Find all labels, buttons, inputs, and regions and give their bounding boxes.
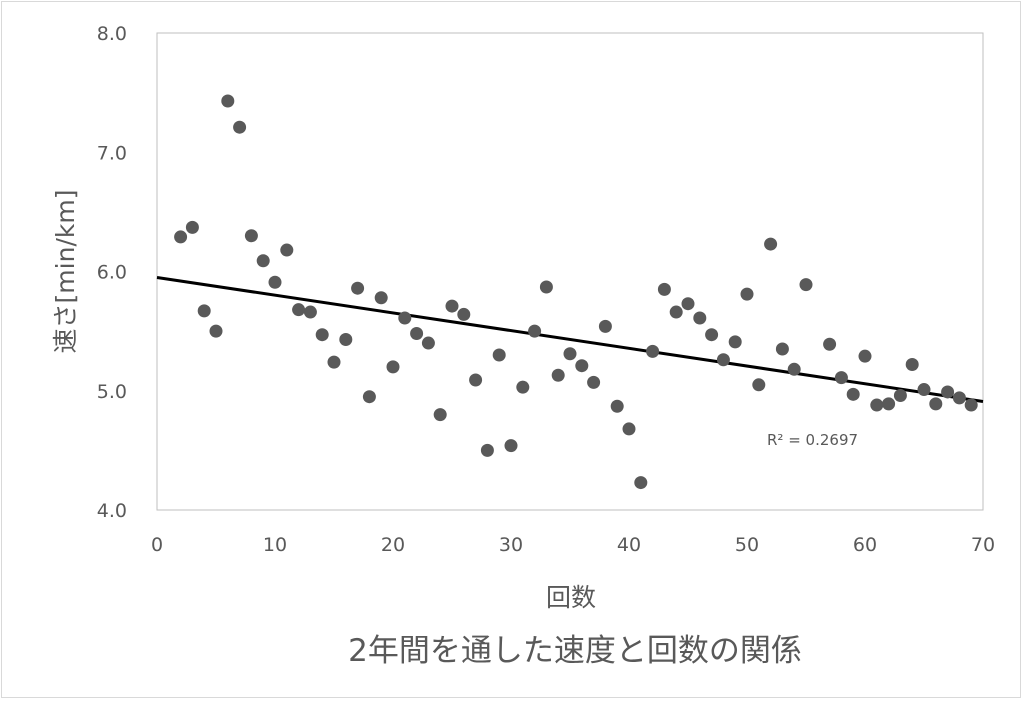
data-point: [834, 371, 848, 385]
data-point: [445, 299, 459, 313]
data-point: [563, 347, 577, 361]
data-point: [858, 349, 872, 363]
data-point: [209, 324, 223, 338]
y-tick-label: 7.0: [97, 142, 127, 164]
data-point: [386, 360, 400, 374]
data-point: [280, 243, 294, 257]
data-point: [752, 378, 766, 392]
data-point: [657, 282, 671, 296]
data-point: [728, 335, 742, 349]
data-point: [952, 391, 966, 405]
data-point: [303, 305, 317, 319]
data-point: [693, 311, 707, 325]
y-tick-label: 8.0: [97, 23, 127, 45]
data-point: [705, 328, 719, 342]
data-point: [492, 348, 506, 362]
data-point: [516, 380, 530, 394]
plot-area: [156, 32, 984, 511]
x-tick-label: 70: [971, 534, 995, 556]
data-point: [823, 337, 837, 351]
data-point: [740, 287, 754, 301]
x-axis-ticks: 0 10 20 30 40 50 60 70: [151, 534, 995, 556]
data-point: [504, 439, 518, 453]
data-point: [398, 311, 412, 325]
y-axis-ticks: 4.0 5.0 6.0 7.0 8.0: [97, 23, 127, 522]
data-point: [622, 422, 636, 436]
x-axis-title: 回数: [546, 583, 596, 612]
data-point: [268, 275, 282, 289]
data-points: [174, 94, 978, 490]
x-tick-label: 40: [617, 534, 641, 556]
data-point: [575, 359, 589, 373]
data-point: [917, 383, 931, 397]
data-point: [905, 358, 919, 372]
data-point: [327, 355, 341, 369]
data-point: [457, 307, 471, 321]
axes: [156, 32, 984, 511]
y-axis-title: 速さ[min/km]: [51, 190, 80, 354]
data-point: [598, 319, 612, 333]
data-point: [433, 408, 447, 422]
chart-title: 2年間を通した速度と回数の関係: [348, 633, 802, 669]
data-point: [528, 324, 542, 338]
data-point: [197, 304, 211, 318]
data-point: [185, 220, 199, 234]
data-point: [870, 398, 884, 412]
data-point: [929, 397, 943, 411]
x-tick-label: 50: [735, 534, 759, 556]
data-point: [256, 254, 270, 268]
data-point: [634, 476, 648, 490]
data-point: [362, 390, 376, 404]
y-tick-label: 5.0: [97, 381, 127, 403]
data-point: [941, 385, 955, 399]
data-point: [799, 278, 813, 292]
data-point: [893, 389, 907, 403]
data-point: [646, 344, 660, 358]
data-point: [587, 375, 601, 389]
x-tick-label: 10: [263, 534, 287, 556]
data-point: [610, 399, 624, 413]
data-point: [846, 387, 860, 401]
data-point: [351, 281, 365, 295]
x-tick-label: 30: [499, 534, 523, 556]
x-tick-label: 0: [151, 534, 163, 556]
data-point: [410, 327, 424, 341]
y-tick-label: 6.0: [97, 262, 127, 284]
data-point: [551, 368, 565, 382]
data-point: [716, 353, 730, 367]
data-point: [787, 362, 801, 376]
data-point: [374, 291, 388, 305]
data-point: [421, 336, 435, 350]
data-point: [221, 94, 235, 108]
data-point: [964, 398, 978, 412]
data-point: [315, 328, 329, 342]
data-point: [681, 297, 695, 311]
data-point: [339, 332, 353, 346]
data-point: [469, 373, 483, 387]
data-point: [480, 443, 494, 457]
trendline: [156, 275, 984, 403]
r-squared-label: R² = 0.2697: [767, 431, 858, 449]
x-tick-label: 60: [853, 534, 877, 556]
data-point: [292, 303, 306, 317]
data-point: [775, 342, 789, 356]
y-tick-label: 4.0: [97, 500, 127, 522]
data-point: [882, 397, 896, 411]
data-point: [233, 120, 247, 134]
data-point: [669, 305, 683, 319]
x-tick-label: 20: [381, 534, 405, 556]
data-point: [539, 280, 553, 294]
data-point: [174, 230, 188, 244]
data-point: [764, 237, 778, 251]
data-point: [244, 229, 258, 243]
trendline-layer: [156, 275, 984, 403]
